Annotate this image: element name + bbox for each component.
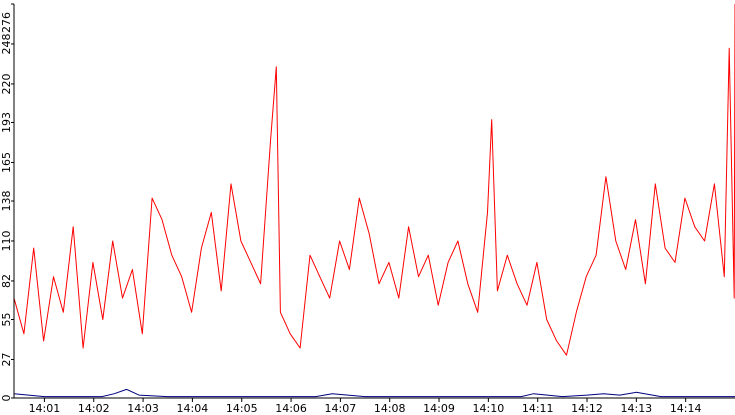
series-line-2 <box>13 388 735 398</box>
y-tick-label: 248 <box>0 33 13 54</box>
y-tick-label: 55 <box>0 312 13 326</box>
x-axis: 14:01 14:02 14:03 14:04 14:05 14:06 14:07 14:08… <box>14 397 735 415</box>
x-tick-label: 14:04 <box>177 402 209 415</box>
x-tick-label: 14:11 <box>522 402 554 415</box>
x-tick-label: 14:13 <box>620 402 652 415</box>
series-layer <box>13 3 735 398</box>
y-tick-label: 220 <box>0 73 13 94</box>
series-line-1 <box>13 3 735 356</box>
y-tick-label: 0 <box>0 395 13 402</box>
y-tick-label: 193 <box>0 112 13 133</box>
x-tick-label: 14:05 <box>226 402 258 415</box>
x-tick-label: 14:07 <box>325 402 357 415</box>
x-tick-label: 14:06 <box>275 402 307 415</box>
y-tick-label: 82 <box>0 274 13 288</box>
y-tick-label: 276 <box>0 12 13 33</box>
x-tick-label: 14:09 <box>423 402 455 415</box>
y-tick-label: 110 <box>0 230 13 251</box>
x-tick-label: 14:14 <box>670 402 702 415</box>
x-tick-label: 14:12 <box>571 402 603 415</box>
y-tick-label: 165 <box>0 152 13 173</box>
y-tick-label: 27 <box>0 352 13 366</box>
x-tick-label: 14:03 <box>127 402 159 415</box>
y-tick-label: 138 <box>0 191 13 212</box>
x-tick-label: 14:08 <box>374 402 406 415</box>
x-tick-label: 14:01 <box>29 402 61 415</box>
x-tick-label: 14:02 <box>78 402 110 415</box>
x-tick-label: 14:10 <box>473 402 505 415</box>
